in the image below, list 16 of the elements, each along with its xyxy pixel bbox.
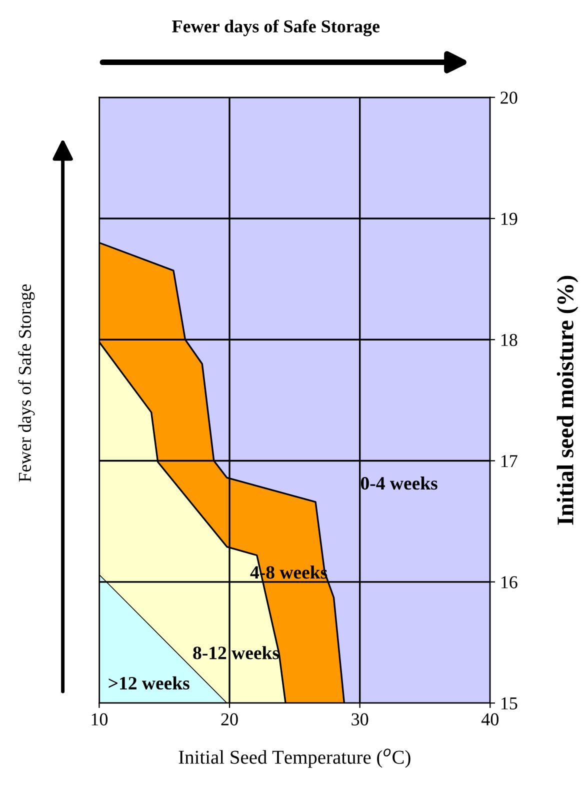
- y-tick-label: 20: [500, 92, 518, 104]
- x-tick-label: 40: [481, 713, 498, 726]
- x-tick-label: 30: [352, 713, 368, 726]
- y-tick-label: 18: [501, 334, 518, 346]
- text: Fewer days of Safe Storage: [18, 284, 35, 482]
- y-tick-label: 15: [501, 697, 518, 710]
- y-tick-label: 19: [501, 212, 518, 225]
- y-tick-label: 16: [501, 576, 518, 588]
- text: Fewer days of Safe Storage: [172, 20, 380, 36]
- x-tick-label: 20: [221, 713, 238, 726]
- y-axis-title: Initial seed moisture (%): [556, 276, 578, 525]
- x-axis-title: Initial Seed Temperature ($^{o}$C): [178, 748, 410, 768]
- annotation: 0-4 weeks: [360, 476, 438, 490]
- annotation: >12 weeks: [108, 676, 190, 690]
- y-tick-label: 17: [501, 455, 518, 468]
- x-tick-label: 10: [92, 713, 108, 726]
